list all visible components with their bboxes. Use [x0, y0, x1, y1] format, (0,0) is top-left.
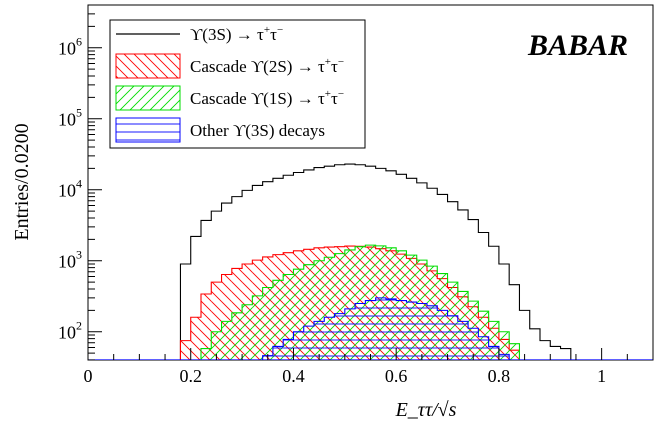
legend-label-1s: Cascade ϒ(1S) → τ+τ−: [190, 88, 344, 108]
bar-2-7: [272, 280, 284, 360]
bar-2-5: [252, 295, 263, 360]
bar-2-9: [293, 269, 304, 360]
bar-3-22: [478, 336, 489, 360]
legend-swatch-1s: [115, 85, 181, 111]
x-tick-label-2: 0.4: [282, 366, 305, 386]
bar-1-4: [221, 274, 232, 360]
bar-3-24: [498, 354, 510, 360]
bar-3-21: [468, 328, 479, 360]
legend: ϒ(3S) → τ+τ− Cascade ϒ(2S) → τ+τ− Cascad…: [109, 19, 366, 149]
bar-3-14: [396, 300, 407, 360]
bar-0-38: [561, 349, 571, 360]
series-outline-2: [200, 244, 530, 360]
bar-2-4: [242, 304, 253, 360]
y-tick-label-0: 102: [58, 319, 82, 343]
bar-3-2: [272, 346, 284, 360]
bar-3-10: [355, 303, 366, 360]
x-tick-label-5: 1: [597, 366, 606, 386]
bar-3-8: [334, 313, 345, 360]
bar-3-9: [344, 308, 356, 360]
x-axis-title: E_ττ/√s: [395, 399, 457, 421]
bar-2-29: [498, 331, 510, 360]
bar-3-6: [314, 321, 325, 360]
x-tick-label-0: 0: [84, 366, 93, 386]
legend-label-3s: ϒ(3S) → τ+τ−: [190, 24, 283, 44]
legend-swatch-other: [115, 117, 181, 143]
x-tick-label-4: 0.8: [488, 366, 511, 386]
bar-3-12: [375, 297, 386, 360]
legend-label-2s: Cascade ϒ(2S) → τ+τ−: [190, 56, 344, 76]
bar-2-27: [478, 311, 489, 360]
bar-2-13: [334, 253, 345, 360]
bar-3-13: [385, 298, 397, 360]
y-tick-label-4: 106: [58, 35, 82, 59]
bar-3-3: [283, 339, 294, 360]
bar-3-15: [406, 302, 417, 360]
bar-2-6: [262, 287, 273, 360]
series-3: [252, 297, 520, 360]
bar-2-30: [509, 343, 520, 360]
bar-2-1: [211, 331, 222, 360]
x-tick-label-1: 0.2: [179, 366, 202, 386]
series-0: [170, 163, 582, 360]
histogram-layer: [88, 163, 653, 360]
y-tick-label-1: 103: [58, 248, 82, 272]
series-outline-0: [170, 163, 582, 360]
bar-2-8: [283, 274, 294, 360]
bar-3-4: [293, 331, 304, 360]
bar-2-2: [221, 321, 232, 360]
bar-0-36: [540, 341, 550, 360]
y-axis-title: Entries/0.0200: [11, 123, 33, 240]
bar-3-7: [324, 317, 335, 360]
bar-1-0: [180, 340, 191, 360]
babar-logo: BABAR: [527, 29, 628, 62]
x-tick-label-3: 0.6: [385, 366, 408, 386]
bar-3-5: [303, 326, 314, 360]
bar-0-35: [530, 329, 540, 360]
y-tick-label-3: 105: [58, 106, 82, 130]
legend-swatch-2s: [115, 53, 181, 79]
bar-0-34: [519, 310, 529, 360]
legend-label-other: Other ϒ(3S) decays: [190, 121, 325, 140]
bar-2-11: [314, 260, 325, 360]
bar-3-18: [437, 310, 448, 360]
bar-3-17: [427, 305, 438, 360]
bar-3-23: [488, 346, 499, 360]
bar-2-14: [344, 249, 356, 360]
bar-3-11: [365, 300, 376, 360]
bar-1-1: [190, 317, 201, 360]
bar-2-12: [324, 257, 335, 360]
y-tick-label-2: 104: [58, 177, 82, 201]
bar-1-3: [211, 282, 222, 360]
bar-2-10: [303, 264, 314, 360]
bar-2-0: [201, 348, 212, 360]
series-outline-3: [252, 297, 520, 360]
bar-2-28: [488, 321, 499, 360]
bar-3-20: [457, 321, 469, 360]
bar-2-3: [231, 312, 243, 360]
bar-0-37: [550, 346, 560, 360]
bar-3-16: [416, 303, 427, 360]
bar-1-2: [201, 294, 212, 360]
bar-3-19: [447, 315, 458, 360]
axis-layer: 0 0.2 0.4 0.6 0.8 1 102 103 104 105 106: [58, 4, 654, 386]
